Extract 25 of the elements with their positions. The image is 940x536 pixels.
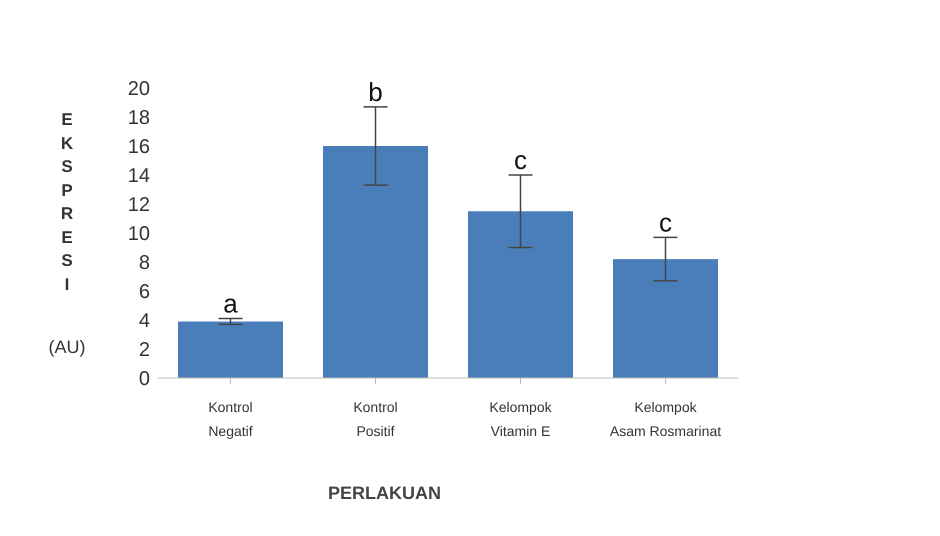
y-tick-label: 0 <box>138 368 150 390</box>
annotation: b <box>368 76 383 107</box>
x-tick-label: Kelompok Vitamin E <box>489 399 553 439</box>
x-tick-label: Kelompok Asam Rosmarinat <box>610 399 722 439</box>
y-tick-label: 4 <box>138 310 150 332</box>
x-axis-title: PERLAKUAN <box>328 483 442 504</box>
x-tick-label: Kontrol Positif <box>353 399 398 439</box>
y-tick-label: 10 <box>128 223 150 246</box>
y-tick-label: 12 <box>128 194 150 216</box>
annotation: c <box>659 207 672 238</box>
y-tick-label: 8 <box>138 252 150 274</box>
bar <box>613 259 718 378</box>
y-tick-label: 6 <box>138 281 150 304</box>
annotation: a <box>223 288 238 319</box>
y-tick-label: 18 <box>128 107 150 130</box>
y-tick-label: 20 <box>128 78 150 100</box>
y-tick-label: 16 <box>128 136 150 158</box>
bar <box>178 321 283 378</box>
annotation: c <box>514 145 527 175</box>
y-tick-label: 2 <box>138 339 150 362</box>
y-tick-label: 14 <box>128 165 150 188</box>
x-tick-label: Kontrol Negatif <box>208 399 253 439</box>
text: EKSPRESI (AU) <box>48 110 86 357</box>
bar <box>468 211 573 378</box>
bar <box>323 146 428 378</box>
